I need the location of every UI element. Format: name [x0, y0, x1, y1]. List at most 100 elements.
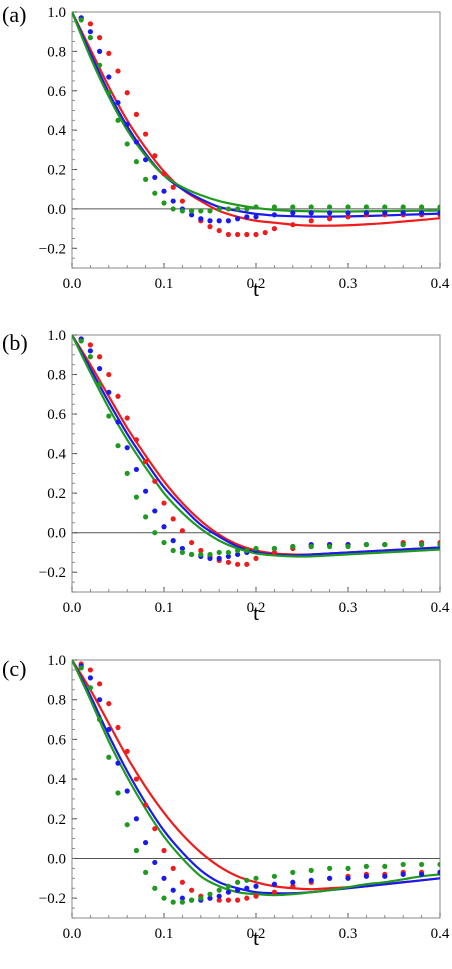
- data-point-green: [124, 470, 130, 476]
- y-tick-label: 0.2: [47, 812, 66, 828]
- data-point-blue: [345, 875, 351, 881]
- data-point-green: [271, 545, 277, 552]
- data-point-blue: [143, 157, 149, 163]
- data-point-blue: [161, 188, 167, 194]
- data-point-green: [124, 141, 130, 147]
- data-point-red: [124, 415, 130, 421]
- data-point-red: [115, 393, 121, 399]
- data-point-green: [225, 206, 231, 212]
- series-line-blue: [72, 659, 440, 895]
- data-point-green: [143, 176, 149, 182]
- series-line-green: [72, 659, 440, 897]
- data-point-green: [225, 883, 231, 889]
- data-point-green: [87, 354, 93, 360]
- y-tick-label: 0.4: [47, 447, 66, 463]
- data-point-green: [345, 543, 351, 550]
- data-point-green: [216, 549, 222, 556]
- data-point-green: [97, 381, 103, 388]
- data-point-green: [327, 204, 333, 210]
- data-point-red: [308, 218, 314, 224]
- data-point-green: [244, 877, 250, 883]
- data-point-blue: [207, 895, 213, 901]
- data-point-red: [235, 561, 241, 567]
- data-point-red: [189, 539, 195, 546]
- data-point-blue: [106, 74, 112, 80]
- data-point-blue: [216, 893, 222, 899]
- data-point-green: [106, 413, 112, 419]
- data-point-blue: [97, 48, 103, 54]
- y-tick-label: 0.2: [47, 486, 66, 502]
- data-point-red: [97, 354, 103, 360]
- data-point-red: [271, 889, 277, 895]
- data-point-red: [225, 559, 231, 565]
- data-point-green: [382, 541, 388, 548]
- data-point-blue: [308, 210, 314, 216]
- data-point-green: [78, 17, 84, 23]
- y-tick-label: 1.0: [47, 653, 66, 669]
- data-point-blue: [97, 697, 103, 703]
- data-point-green: [400, 541, 406, 548]
- data-point-blue: [400, 210, 406, 216]
- data-point-green: [87, 35, 93, 41]
- y-tick-label: 0.4: [47, 772, 66, 788]
- data-point-blue: [106, 726, 112, 733]
- y-tick-label: 0.6: [47, 84, 66, 100]
- data-point-green: [419, 204, 425, 210]
- data-point-red: [290, 883, 296, 889]
- data-point-red: [97, 681, 103, 687]
- data-point-blue: [253, 883, 259, 889]
- data-point-green: [253, 545, 259, 552]
- data-point-blue: [124, 445, 130, 451]
- data-point-blue: [327, 875, 333, 881]
- data-point-green: [308, 204, 314, 210]
- data-point-blue: [189, 212, 195, 218]
- panel-label: (b): [2, 330, 28, 355]
- data-point-blue: [115, 419, 121, 425]
- y-tick-label: 1.0: [47, 328, 66, 344]
- data-point-green: [207, 891, 213, 897]
- series-line-blue: [72, 11, 440, 218]
- data-point-blue: [124, 788, 130, 794]
- data-point-blue: [400, 871, 406, 877]
- data-point-blue: [207, 218, 213, 224]
- data-point-red: [225, 231, 231, 238]
- panel: (b) −0.2 0.0 0.2 0.4 0.6 0.8 1.0 0.0 0.1 0.2 0.3 0.4…: [2, 328, 450, 625]
- y-tick-label: 0.8: [47, 693, 66, 709]
- data-point-blue: [170, 198, 176, 204]
- data-point-green: [327, 865, 333, 871]
- data-point-red: [244, 895, 250, 901]
- data-point-green: [106, 90, 112, 96]
- x-tick-label: 0.2: [247, 926, 266, 942]
- data-point-blue: [437, 869, 440, 875]
- data-point-red: [170, 865, 176, 871]
- data-point-red: [262, 229, 268, 236]
- data-point-green: [290, 204, 296, 210]
- data-point-blue: [87, 348, 93, 354]
- data-point-blue: [382, 873, 388, 879]
- data-point-blue: [87, 29, 93, 35]
- data-point-blue: [133, 466, 139, 473]
- data-point-blue: [152, 174, 158, 181]
- data-point-green: [308, 867, 314, 873]
- y-tick-label: 0.6: [47, 732, 66, 748]
- data-point-red: [115, 724, 121, 731]
- data-layer: [72, 659, 440, 905]
- data-point-green: [290, 869, 296, 875]
- data-point-green: [363, 541, 369, 548]
- data-point-green: [363, 204, 369, 210]
- data-point-blue: [170, 538, 176, 544]
- data-point-blue: [363, 210, 369, 216]
- data-point-green: [345, 204, 351, 210]
- data-point-blue: [290, 210, 296, 216]
- x-tick-label: 0.3: [339, 276, 358, 292]
- data-point-red: [345, 214, 351, 220]
- data-point-red: [161, 170, 167, 177]
- data-point-green: [400, 861, 406, 868]
- data-point-blue: [345, 210, 351, 216]
- data-point-red: [124, 90, 130, 96]
- data-point-blue: [225, 553, 231, 560]
- data-point-blue: [115, 99, 121, 106]
- data-point-red: [106, 701, 112, 707]
- data-point-blue: [419, 210, 425, 216]
- data-point-green: [244, 206, 250, 212]
